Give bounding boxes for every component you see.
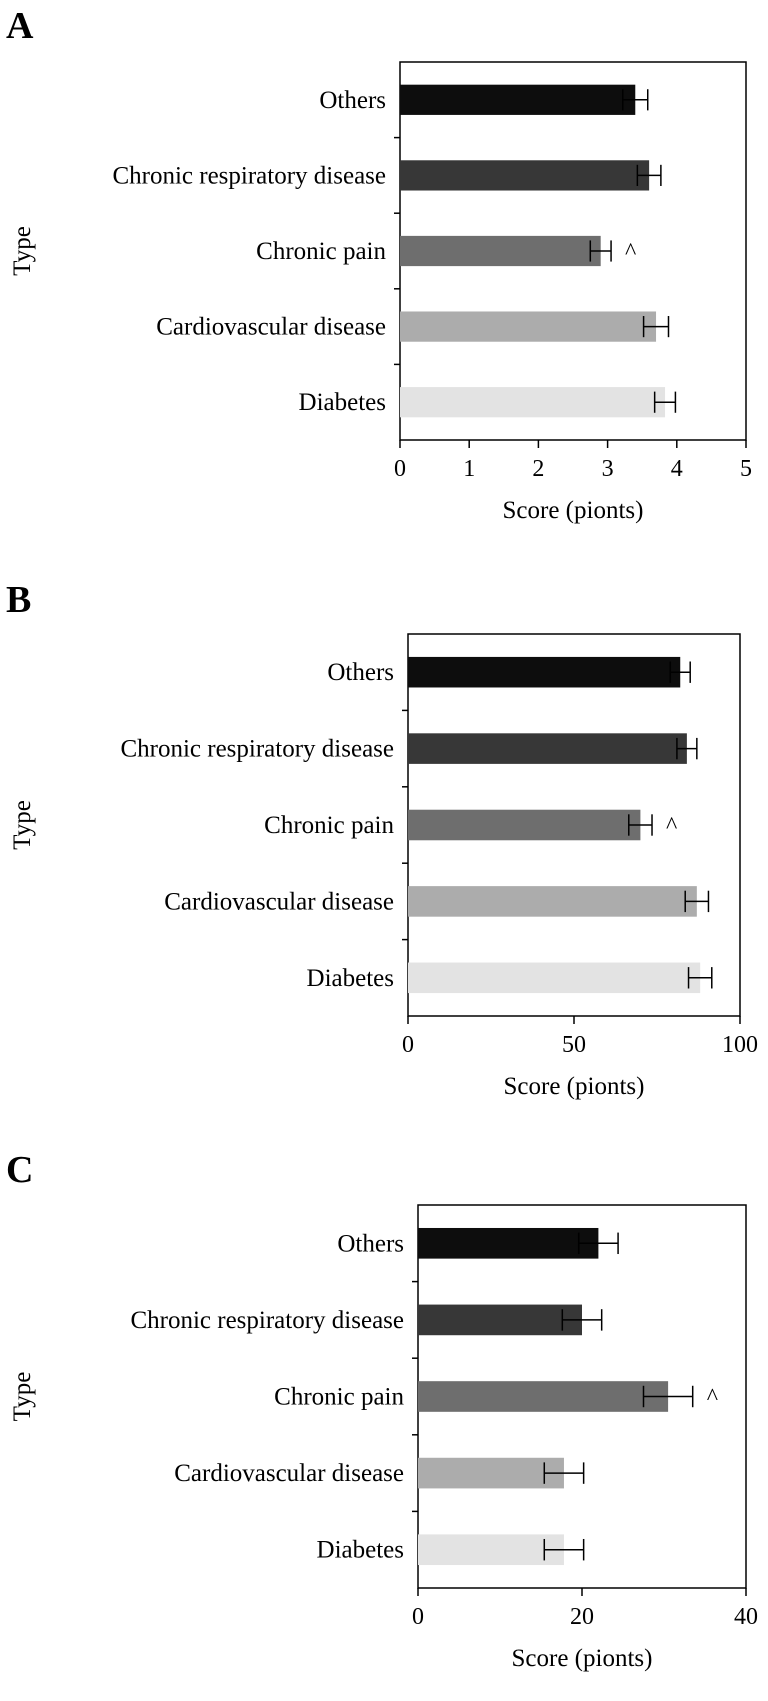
category-label: Others (319, 87, 386, 114)
category-label: Others (327, 659, 394, 686)
panel-letter: B (6, 579, 31, 621)
x-tick-label: 0 (402, 1032, 414, 1058)
x-tick-label: 1 (463, 456, 475, 482)
bar (418, 1227, 599, 1259)
y-axis-title: Type (9, 1372, 36, 1422)
bar (408, 962, 701, 994)
bar (418, 1457, 564, 1489)
bar (400, 235, 601, 267)
y-axis-title: Type (9, 800, 36, 850)
x-tick-label: 50 (562, 1032, 586, 1058)
panel-letter: C (6, 1149, 33, 1191)
bar (400, 160, 650, 191)
x-tick-label: 4 (671, 456, 683, 482)
x-tick-label: 5 (740, 456, 752, 482)
category-label: Chronic respiratory disease (120, 736, 394, 763)
x-tick-label: 20 (570, 1604, 594, 1630)
bar (418, 1534, 564, 1566)
x-tick-label: 0 (412, 1604, 424, 1630)
bar (418, 1381, 669, 1412)
x-axis-title: Score (pionts) (512, 1645, 653, 1672)
significance-mark: ^ (666, 813, 677, 839)
bar (400, 387, 666, 418)
category-label: Chronic pain (256, 238, 386, 265)
category-label: Others (337, 1230, 404, 1257)
category-label: Diabetes (299, 389, 386, 416)
panel-letter: A (6, 5, 34, 47)
x-tick-label: 40 (734, 1604, 758, 1630)
category-label: Chronic respiratory disease (130, 1307, 404, 1334)
bar (408, 733, 687, 764)
significance-mark: ^ (707, 1385, 718, 1411)
category-label: Chronic pain (264, 812, 394, 839)
bar (408, 809, 641, 841)
category-label: Cardiovascular disease (156, 314, 386, 341)
bar (418, 1304, 582, 1336)
category-label: Chronic respiratory disease (112, 162, 386, 189)
bar (408, 886, 697, 917)
bar (408, 656, 681, 688)
category-label: Diabetes (307, 965, 394, 992)
x-axis-title: Score (pionts) (503, 497, 644, 524)
y-axis-title: Type (9, 226, 36, 276)
category-label: Chronic pain (274, 1384, 404, 1411)
category-label: Cardiovascular disease (174, 1460, 404, 1487)
x-tick-label: 3 (602, 456, 614, 482)
x-tick-label: 0 (394, 456, 406, 482)
x-axis-title: Score (pionts) (504, 1073, 645, 1100)
x-tick-label: 100 (722, 1032, 758, 1058)
bar (400, 84, 636, 115)
x-tick-label: 2 (532, 456, 544, 482)
category-label: Diabetes (317, 1537, 404, 1564)
bar (400, 311, 657, 342)
category-label: Cardiovascular disease (164, 888, 394, 915)
significance-mark: ^ (625, 239, 636, 265)
